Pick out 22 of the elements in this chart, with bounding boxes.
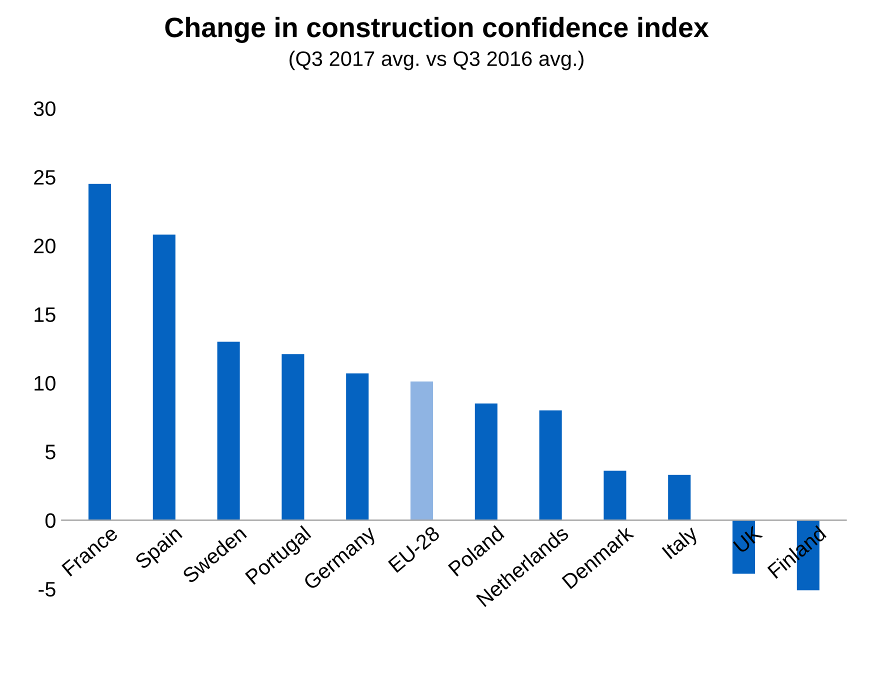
- bar: [88, 184, 112, 520]
- bar: [152, 234, 176, 520]
- bar: [539, 410, 562, 520]
- x-tick-label: Italy: [661, 524, 702, 563]
- y-tick-label: 15: [34, 307, 56, 322]
- y-tick-label: 30: [34, 101, 56, 116]
- bar: [668, 474, 691, 520]
- y-tick-label: 25: [34, 170, 56, 185]
- bar: [282, 354, 304, 520]
- bar: [346, 373, 369, 520]
- y-tick-label: 20: [34, 238, 56, 254]
- y-tick-label: 5: [45, 444, 56, 460]
- y-tick-label: 10: [34, 376, 56, 391]
- bar: [410, 382, 434, 520]
- chart-title: Change in construction confidence index: [165, 16, 709, 43]
- bar: [604, 470, 626, 520]
- x-tick-label: UK: [732, 525, 764, 554]
- y-tick-label: -5: [38, 582, 56, 597]
- bar: [217, 342, 240, 520]
- chart-subtitle: (Q3 2017 avg. vs Q3 2016 avg.): [290, 50, 584, 70]
- y-tick-label: 0: [45, 513, 56, 528]
- bar: [474, 404, 498, 520]
